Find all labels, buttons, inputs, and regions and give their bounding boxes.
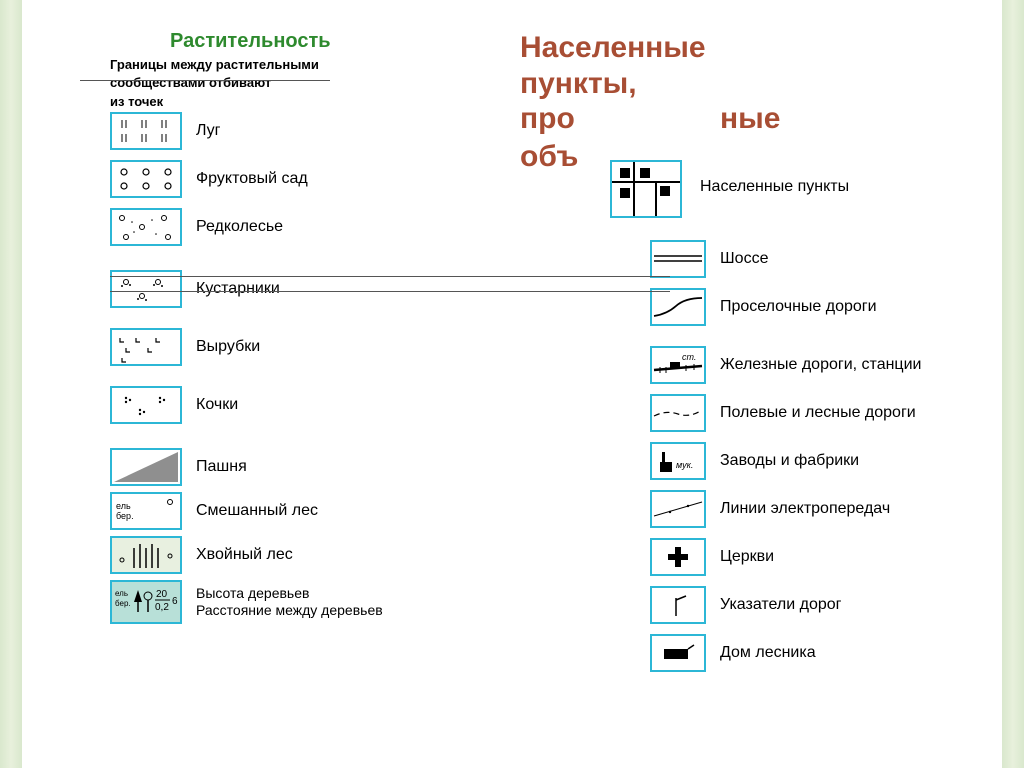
symbol-factories: мук. bbox=[650, 442, 706, 480]
label-mixed-forest: Смешанный лес bbox=[196, 502, 318, 520]
label-sparse-forest: Редколесье bbox=[196, 218, 283, 236]
legend-row-meadow: Луг bbox=[110, 112, 490, 150]
decorative-band-left bbox=[0, 0, 22, 768]
legend-row-forester: Дом лесника bbox=[650, 634, 1000, 672]
symbol-highway bbox=[650, 240, 706, 278]
label-powerlines: Линии электропередач bbox=[720, 500, 890, 518]
svg-text:ель: ель bbox=[115, 589, 128, 598]
label-shrubs: Кустарники bbox=[196, 280, 280, 298]
label-clearings: Вырубки bbox=[196, 338, 260, 356]
decorative-band-right bbox=[1002, 0, 1024, 768]
label-tree-height: Высота деревьев bbox=[196, 585, 383, 602]
label-field-roads: Полевые и лесные дороги bbox=[720, 404, 916, 422]
svg-text:мук.: мук. bbox=[676, 460, 693, 470]
legend-row-churches: Церкви bbox=[650, 538, 1000, 576]
label-railroads: Железные дороги, станции bbox=[720, 356, 921, 374]
legend-row-coniferous: Хвойный лес bbox=[110, 536, 490, 574]
frac-bot: 0,2 bbox=[155, 602, 169, 613]
label-factories: Заводы и фабрики bbox=[720, 452, 859, 470]
svg-text:бер.: бер. bbox=[115, 599, 131, 608]
legend-row-signposts: Указатели дорог bbox=[650, 586, 1000, 624]
vegetation-note-1: Границы между растительными bbox=[110, 57, 490, 73]
decorative-line bbox=[110, 291, 670, 292]
label-coniferous: Хвойный лес bbox=[196, 546, 293, 564]
label-churches: Церкви bbox=[720, 548, 774, 566]
frac-top: 20 bbox=[156, 589, 168, 600]
legend-row-hummocks: Кочки bbox=[110, 386, 490, 424]
label-forester: Дом лесника bbox=[720, 644, 816, 662]
vegetation-column: Растительность Границы между растительны… bbox=[110, 30, 490, 630]
symbol-tree-height: ель бер. 20 0,2 6 bbox=[110, 580, 182, 624]
symbol-hummocks bbox=[110, 386, 182, 424]
settlements-title-1: Населенные bbox=[520, 30, 1000, 66]
svg-text:ст.: ст. bbox=[682, 352, 696, 362]
decorative-line bbox=[80, 80, 330, 81]
legend-row-field-roads: Полевые и лесные дороги bbox=[650, 394, 1000, 432]
label-settlements: Населенные пункты bbox=[700, 178, 849, 196]
symbol-settlements-overlay bbox=[610, 160, 682, 218]
frac-side: 6 bbox=[172, 596, 178, 607]
label-country-roads: Проселочные дороги bbox=[720, 298, 877, 316]
svg-text:ель: ель bbox=[116, 501, 131, 511]
decorative-line bbox=[110, 276, 670, 277]
legend-row-country-roads: Проселочные дороги bbox=[650, 288, 1000, 326]
legend-row-sparse-forest: Редколесье bbox=[110, 208, 490, 246]
settlements-title-3a: про bbox=[520, 102, 575, 136]
svg-text:бер.: бер. bbox=[116, 511, 134, 521]
page-content: Растительность Границы между растительны… bbox=[30, 10, 994, 758]
label-meadow: Луг bbox=[196, 122, 221, 140]
legend-row-orchard: Фруктовый сад bbox=[110, 160, 490, 198]
symbol-arable bbox=[110, 448, 182, 486]
legend-row-highway: Шоссе bbox=[650, 240, 1000, 278]
settlements-title-3b: ные bbox=[720, 102, 780, 136]
legend-row-clearings: Вырубки bbox=[110, 328, 490, 366]
symbol-signposts bbox=[650, 586, 706, 624]
symbol-orchard bbox=[110, 160, 182, 198]
symbol-mixed-forest: ель бер. bbox=[110, 492, 182, 530]
symbol-meadow bbox=[110, 112, 182, 150]
symbol-railroads: ст. bbox=[650, 346, 706, 384]
vegetation-note-2: сообществами отбивают bbox=[110, 75, 490, 91]
label-signposts: Указатели дорог bbox=[720, 596, 842, 614]
settlements-title-4: объ bbox=[520, 140, 578, 174]
vegetation-legend: Луг Фруктовый сад bbox=[110, 112, 490, 624]
vegetation-title: Растительность bbox=[170, 30, 490, 53]
symbol-clearings bbox=[110, 328, 182, 366]
legend-row-factories: мук. Заводы и фабрики bbox=[650, 442, 1000, 480]
symbol-country-roads bbox=[650, 288, 706, 326]
label-highway: Шоссе bbox=[720, 250, 768, 268]
symbol-forester bbox=[650, 634, 706, 672]
symbol-field-roads bbox=[650, 394, 706, 432]
legend-row-mixed-forest: ель бер. Смешанный лес bbox=[110, 492, 490, 530]
legend-row-arable: Пашня bbox=[110, 448, 490, 486]
symbol-churches bbox=[650, 538, 706, 576]
settlements-title-2: пункты, bbox=[520, 66, 1000, 102]
label-hummocks: Кочки bbox=[196, 396, 238, 414]
legend-row-powerlines: Линии электропередач bbox=[650, 490, 1000, 528]
label-orchard: Фруктовый сад bbox=[196, 170, 308, 188]
legend-row-railroads: ст. Железные дороги, станции bbox=[650, 346, 1000, 384]
label-tree-distance: Расстояние между деревьев bbox=[196, 602, 383, 619]
symbol-powerlines bbox=[650, 490, 706, 528]
settlements-column: Населенные пункты, про ные объ Шоссе bbox=[520, 30, 1000, 682]
settlements-legend: Шоссе Проселочные дороги ст. bbox=[650, 240, 1000, 672]
label-arable: Пашня bbox=[196, 458, 247, 476]
legend-row-tree-height: ель бер. 20 0,2 6 Высота деревьев Расс bbox=[110, 580, 490, 624]
symbol-sparse-forest bbox=[110, 208, 182, 246]
symbol-coniferous bbox=[110, 536, 182, 574]
vegetation-note-3: из точек bbox=[110, 94, 490, 110]
